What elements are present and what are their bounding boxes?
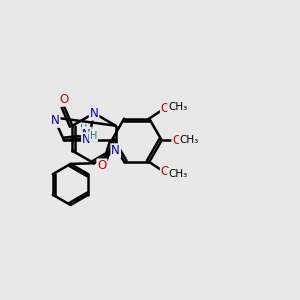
- Text: O: O: [97, 159, 106, 172]
- Text: N: N: [51, 114, 60, 127]
- Text: N: N: [90, 107, 98, 120]
- Text: N: N: [82, 133, 91, 146]
- Text: O: O: [161, 166, 170, 178]
- Text: CH₃: CH₃: [168, 169, 188, 179]
- Text: O: O: [172, 134, 182, 147]
- Text: N: N: [82, 128, 91, 141]
- Text: H: H: [90, 131, 97, 141]
- Text: N: N: [111, 144, 120, 157]
- Text: H: H: [80, 124, 87, 134]
- Text: O: O: [161, 102, 170, 115]
- Text: O: O: [59, 93, 69, 106]
- Text: CH₃: CH₃: [180, 135, 199, 145]
- Text: CH₃: CH₃: [168, 102, 188, 112]
